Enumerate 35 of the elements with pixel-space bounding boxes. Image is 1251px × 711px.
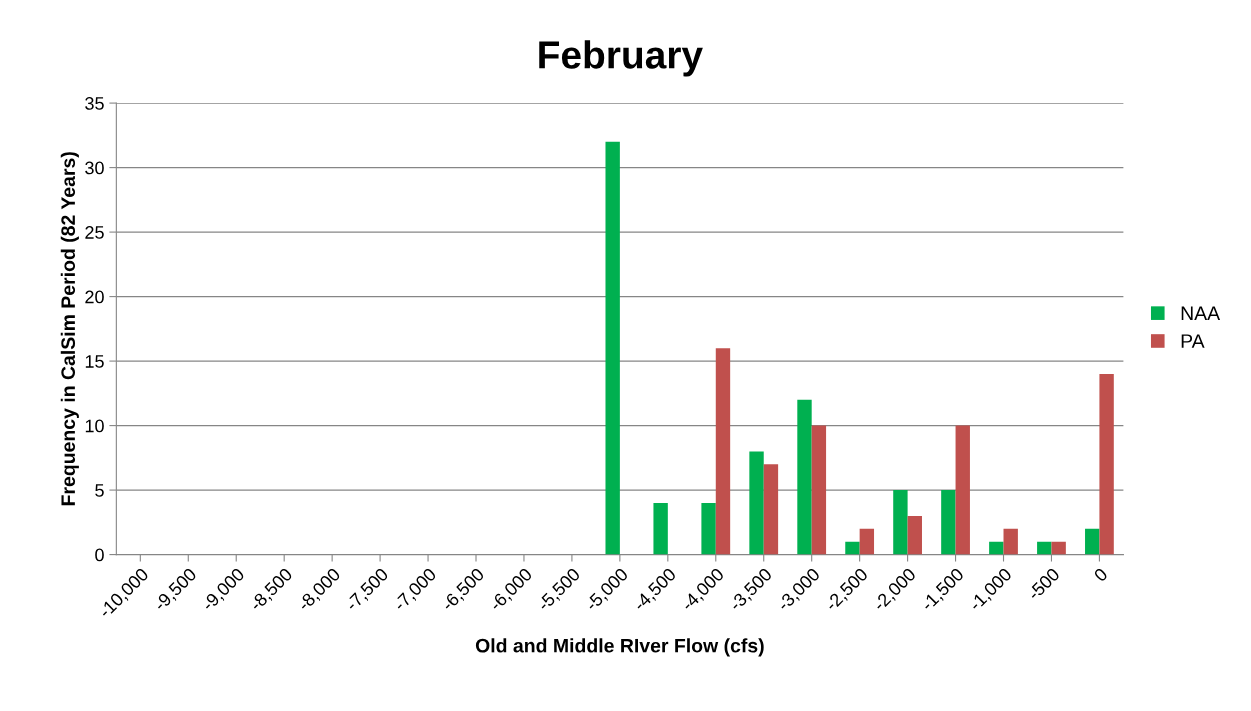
bar [989,541,1004,555]
bar [859,528,875,555]
y-tick-label: 30 [85,161,104,175]
bar [715,348,731,555]
y-axis-title: Frequency in CalSim Period (82 Years) [60,152,79,506]
y-tick-label: 10 [85,419,104,433]
bar [845,541,860,555]
y-tick-label: 35 [85,97,104,110]
x-tick-label: 0 [1093,567,1109,583]
y-tick-label: 15 [85,355,104,368]
y-tick-label: 20 [85,290,104,304]
bar [941,490,956,555]
bar [811,425,827,555]
bar [763,464,779,555]
bar [605,141,620,555]
x-axis-title: Old and Middle RIver Flow (cfs) [475,638,764,657]
bar [701,502,716,555]
bar [907,515,922,555]
legend-label: PA [1181,334,1205,348]
bar [955,425,970,555]
bar [653,502,668,555]
bar [1085,528,1100,555]
bar [893,490,908,555]
bar [749,451,764,555]
x-tick-label: -500 [1026,567,1061,601]
bar [797,399,812,555]
bar [1099,373,1114,555]
bar [1051,541,1066,555]
y-tick-label: 25 [85,226,104,239]
bar [1003,528,1018,555]
chart-title: February [539,40,703,77]
bar [1037,541,1052,555]
y-tick-label: 5 [95,484,104,497]
y-tick-label: 0 [95,548,104,562]
legend-label: NAA [1181,306,1221,320]
